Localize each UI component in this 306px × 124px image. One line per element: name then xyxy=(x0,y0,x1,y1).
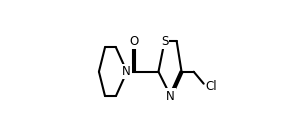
Text: S: S xyxy=(161,35,168,48)
Text: N: N xyxy=(166,90,175,103)
Text: N: N xyxy=(122,65,131,78)
Text: Cl: Cl xyxy=(206,80,218,93)
Text: O: O xyxy=(129,35,139,48)
